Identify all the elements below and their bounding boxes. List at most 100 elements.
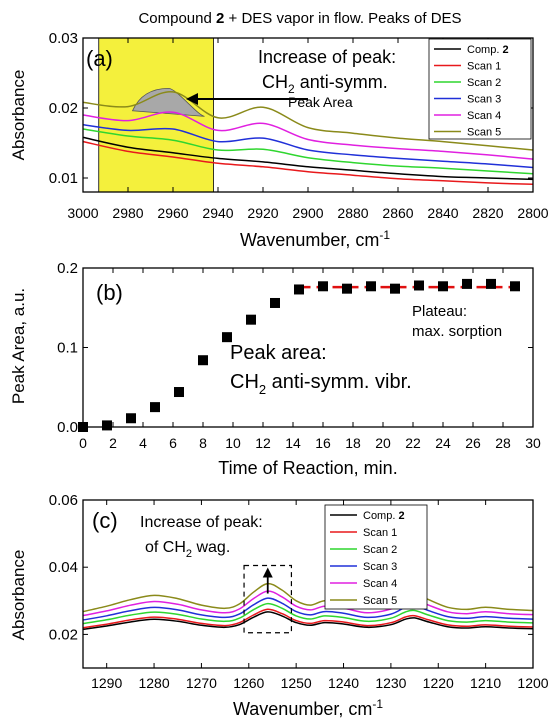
panel-c-xtick-label: 1260 — [233, 675, 264, 691]
panel-b-data-marker — [174, 387, 184, 398]
panel-b-plateau-line1: Plateau: — [412, 303, 467, 320]
panel-a-label: (a) — [86, 46, 113, 71]
panel-b-data-marker — [198, 355, 208, 366]
panel-c-xtick-label: 1220 — [423, 675, 454, 691]
panel-a-ylabel: Absorbance — [9, 70, 28, 161]
panel-a-xtick-label: 2880 — [337, 205, 368, 221]
panel-b-xtick-label: 16 — [315, 435, 331, 451]
panel-c-legend-label: Scan 1 — [363, 527, 397, 539]
panel-a-series-line — [82, 128, 534, 175]
panel-c-legend-box — [324, 504, 428, 610]
panel-c-legend: Comp. 2 Scan 1 Scan 2 Scan 3 Scan 4 Scan 5 — [324, 504, 428, 610]
panel-b-xtick-label: 24 — [435, 435, 451, 451]
panel-b-xtick-label: 6 — [169, 435, 177, 451]
panel-b-xtick-label: 26 — [465, 435, 481, 451]
panel-b-data-marker — [510, 281, 520, 292]
panel-b-xtick-label: 28 — [495, 435, 511, 451]
panel-b-text-line2: CH2 anti-symm. vibr. — [230, 371, 412, 397]
panel-b-ytick-label: 0.0 — [57, 419, 78, 436]
panel-c-legend-label: Scan 4 — [363, 578, 397, 590]
panel-a-xtick-label: 2960 — [157, 205, 188, 221]
panel-b-xtick-label: 20 — [375, 435, 391, 451]
panel-a-arrow-label: Peak Area — [288, 94, 353, 110]
panel-b-data-marker — [438, 281, 448, 292]
panel-b-data-marker — [414, 280, 424, 291]
panel-a-chart: 3000 2980 2960 2940 2920 2900 2880 2860 2840 2820… — [9, 30, 549, 250]
panel-a-legend-label: Comp. 2 — [467, 44, 509, 56]
panel-a-xtick-label: 2820 — [472, 205, 503, 221]
panel-a-series-line — [82, 140, 534, 186]
panel-a-legend-label: Scan 3 — [467, 94, 501, 106]
panel-a-xtick-label: 2940 — [202, 205, 233, 221]
figure-title: Compound 2 + DES vapor in flow. Peaks of… — [138, 10, 461, 27]
panel-c-ytick-label: 0.06 — [49, 492, 78, 509]
panel-a-xtick-label: 2920 — [247, 205, 278, 221]
panel-b-xtick-label: 14 — [285, 435, 301, 451]
panel-c-xtick-label: 1240 — [328, 675, 359, 691]
panel-c-xtick-label: 1250 — [281, 675, 312, 691]
panel-c-legend-label: Scan 2 — [363, 544, 397, 556]
panel-a-arrow-head — [186, 93, 198, 105]
panel-c-xtick-label: 1200 — [517, 675, 548, 691]
panel-b-data-marker — [318, 281, 328, 292]
panel-a-xtick-label: 2860 — [382, 205, 413, 221]
panel-a-xtick-label: 2980 — [112, 205, 143, 221]
panel-a-legend-box — [428, 38, 532, 140]
panel-c-ytick-label: 0.04 — [49, 559, 78, 576]
panel-b-data-marker — [462, 278, 472, 289]
panel-c-series-line — [82, 611, 534, 631]
panel-b-data-marker — [390, 283, 400, 294]
panel-c-series-line — [82, 602, 534, 625]
panel-b-label: (b) — [96, 280, 123, 305]
panel-c-xtick-label: 1210 — [470, 675, 501, 691]
panel-a-ytick-label: 0.03 — [49, 30, 78, 47]
panel-b-xtick-label: 22 — [405, 435, 421, 451]
panel-a-series-line — [82, 111, 534, 160]
panel-c-legend-label: Scan 5 — [363, 595, 397, 607]
panel-b-data-marker — [150, 402, 160, 413]
panel-b-data-marker — [246, 314, 256, 325]
panel-b-data-marker — [294, 284, 304, 295]
panel-b-ytick-label: 0.1 — [57, 340, 78, 357]
panel-b-data-marker — [102, 420, 112, 431]
panel-c-dashed-box — [243, 564, 293, 634]
panel-a-xtick-label: 2840 — [427, 205, 458, 221]
panel-b-xlabel: Time of Reaction, min. — [218, 458, 397, 478]
panel-b-xtick-label: 10 — [225, 435, 241, 451]
panel-b-data-marker — [222, 332, 232, 343]
panel-a-peak-area — [131, 87, 205, 117]
panel-a-annotation-line2: CH2 anti-symm. — [262, 72, 388, 96]
panel-c-xlabel: Wavenumber, cm-1 — [233, 697, 383, 719]
panel-a-series-line — [82, 124, 534, 169]
panel-b-xtick-label: 12 — [255, 435, 271, 451]
panel-b-ylabel: Peak Area, a.u. — [9, 288, 28, 404]
panel-a-series-line — [82, 136, 534, 181]
panel-c-chart: 1290 1280 1270 1260 1250 1240 1230 1220 1210 1200… — [9, 492, 549, 719]
panel-b-ytick-label: 0.2 — [57, 260, 78, 277]
panel-c-annotation-line1: Increase of peak: — [140, 514, 263, 531]
panel-a-annotation-line1: Increase of peak: — [258, 47, 396, 67]
panel-c-xtick-label: 1270 — [186, 675, 217, 691]
panel-b-text-line1: Peak area: — [230, 342, 327, 364]
panel-a-legend: Comp. 2 Scan 1 Scan 2 Scan 3 Scan 4 Scan 5 — [428, 38, 532, 140]
panel-c-dashed-rect — [243, 564, 293, 634]
panel-a-legend-label: Scan 2 — [467, 77, 501, 89]
panel-a-ytick-label: 0.02 — [49, 100, 78, 117]
panel-b-xtick-label: 0 — [79, 435, 87, 451]
panel-c-series-line — [82, 582, 534, 613]
panel-c-ylabel: Absorbance — [9, 550, 28, 641]
panel-c-label: (c) — [92, 508, 118, 533]
panel-b-data-marker — [126, 413, 136, 424]
panel-a-xtick-label: 2800 — [517, 205, 548, 221]
panel-c-series-line — [82, 597, 534, 621]
panel-c-frame — [82, 499, 534, 669]
panel-c-xtick-label: 1280 — [138, 675, 169, 691]
panel-a-legend-label: Scan 4 — [467, 110, 501, 122]
panel-c-legend-label: Scan 3 — [363, 561, 397, 573]
panel-a-xtick-label: 2900 — [292, 205, 323, 221]
panel-b-data-marker — [342, 283, 352, 294]
panel-a-ytick-label: 0.01 — [49, 170, 78, 187]
panel-c-annotation-line2: of CH2 wag. — [145, 539, 230, 560]
panel-c-series-line — [82, 590, 534, 617]
